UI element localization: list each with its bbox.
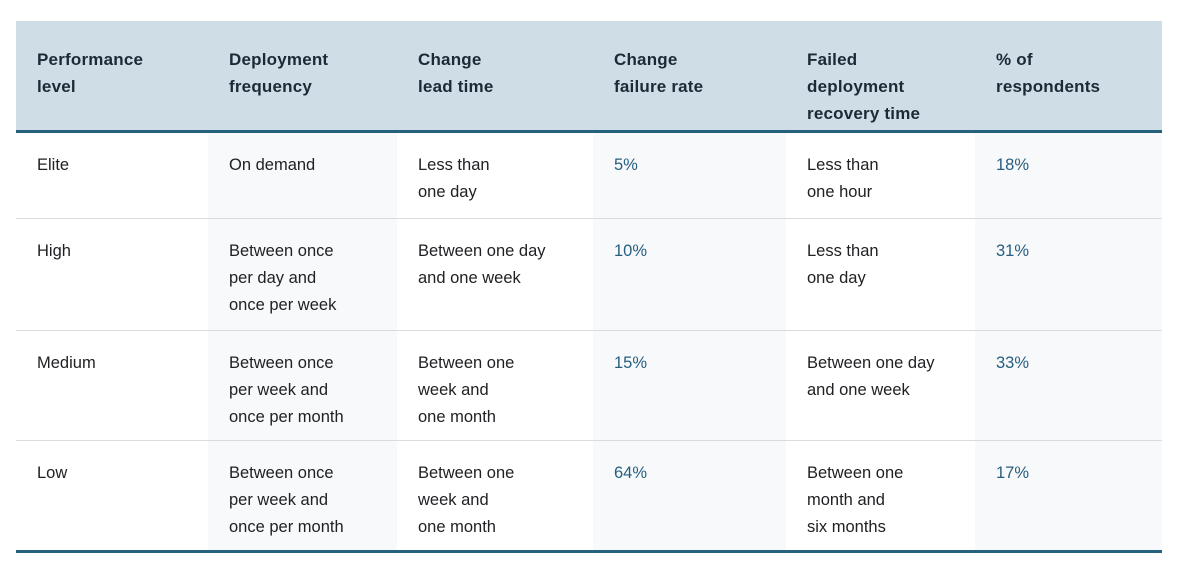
cell-change-lead-time: Between one day and one week <box>397 218 593 331</box>
cell-percent-respondents: 33% <box>975 330 1162 441</box>
header-row: Performance level Deployment frequency C… <box>16 21 1162 133</box>
cell-performance-level: Elite <box>16 131 208 219</box>
cell-performance-level: Medium <box>16 330 208 441</box>
cell-deployment-frequency: Between once per week and once per month <box>208 440 397 553</box>
cell-deployment-frequency: Between once per day and once per week <box>208 218 397 331</box>
table-row-low: Low Between once per week and once per m… <box>16 440 1162 553</box>
cell-change-lead-time: Less than one day <box>397 131 593 219</box>
cell-change-failure-rate: 5% <box>593 131 786 219</box>
column-header-percent-respondents: % of respondents <box>975 21 1162 133</box>
cell-failed-deployment-recovery-time: Less than one day <box>786 218 975 331</box>
column-header-deployment-frequency: Deployment frequency <box>208 21 397 133</box>
cell-percent-respondents: 18% <box>975 131 1162 219</box>
cell-performance-level: High <box>16 218 208 331</box>
cell-change-lead-time: Between one week and one month <box>397 330 593 441</box>
column-header-failed-deployment-recovery-time: Failed deployment recovery time <box>786 21 975 133</box>
table-row-medium: Medium Between once per week and once pe… <box>16 330 1162 441</box>
column-header-change-lead-time: Change lead time <box>397 21 593 133</box>
cell-change-failure-rate: 10% <box>593 218 786 331</box>
cell-performance-level: Low <box>16 440 208 553</box>
table-row-high: High Between once per day and once per w… <box>16 218 1162 331</box>
cell-failed-deployment-recovery-time: Between one day and one week <box>786 330 975 441</box>
column-header-change-failure-rate: Change failure rate <box>593 21 786 133</box>
cell-change-failure-rate: 64% <box>593 440 786 553</box>
dora-performance-table: Performance level Deployment frequency C… <box>16 21 1162 553</box>
cell-failed-deployment-recovery-time: Between one month and six months <box>786 440 975 553</box>
cell-deployment-frequency: On demand <box>208 131 397 219</box>
column-header-performance-level: Performance level <box>16 21 208 133</box>
cell-change-failure-rate: 15% <box>593 330 786 441</box>
cell-percent-respondents: 17% <box>975 440 1162 553</box>
cell-percent-respondents: 31% <box>975 218 1162 331</box>
table-row-elite: Elite On demand Less than one day 5% Les… <box>16 131 1162 219</box>
cell-failed-deployment-recovery-time: Less than one hour <box>786 131 975 219</box>
cell-deployment-frequency: Between once per week and once per month <box>208 330 397 441</box>
cell-change-lead-time: Between one week and one month <box>397 440 593 553</box>
